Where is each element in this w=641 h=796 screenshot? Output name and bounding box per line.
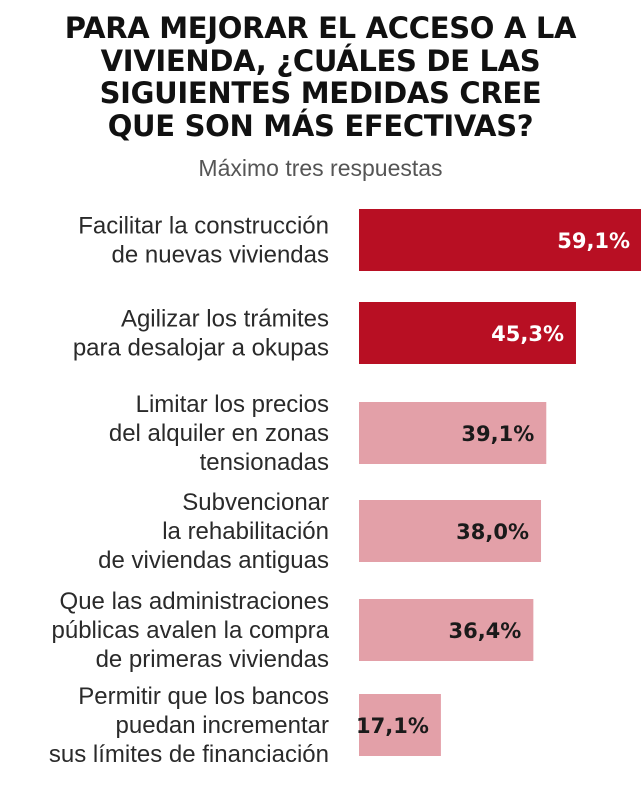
category-label: del alquiler en zonas [109, 420, 329, 447]
category-label: Que las administraciones [60, 588, 329, 615]
category-label: para desalojar a okupas [73, 335, 329, 362]
category-label: la rehabilitación [162, 518, 329, 545]
bar-value-label: 39,1% [461, 422, 534, 446]
category-label: Limitar los precios [136, 391, 329, 418]
title-line: PARA MEJORAR EL ACCESO A LA [64, 11, 577, 45]
bar-value-label: 38,0% [456, 520, 529, 544]
title-line: VIVIENDA, ¿CUÁLES DE LAS [100, 43, 541, 78]
bar-value-label: 45,3% [491, 322, 564, 346]
category-label: tensionadas [200, 449, 329, 476]
chart-subtitle: Máximo tres respuestas [198, 155, 443, 181]
category-label: Subvencionar [182, 489, 329, 516]
category-label: Agilizar los trámites [121, 306, 329, 333]
category-label: públicas avalen la compra [52, 617, 330, 644]
bar [359, 500, 542, 562]
category-label: sus límites de financiación [49, 741, 329, 768]
title-line: SIGUIENTES MEDIDAS CREE [99, 76, 542, 110]
bar [359, 694, 441, 756]
bar [359, 209, 641, 271]
bar-value-label: 17,1% [356, 714, 429, 738]
category-label: de viviendas antiguas [98, 547, 329, 574]
category-label: de nuevas viviendas [112, 242, 329, 269]
bar [359, 402, 547, 464]
bar [359, 599, 534, 661]
bar-value-label: 36,4% [448, 619, 521, 643]
chart-title: PARA MEJORAR EL ACCESO A LA VIVIENDA, ¿C… [0, 12, 641, 142]
category-label: de primeras viviendas [96, 646, 329, 673]
category-label: Permitir que los bancos [78, 683, 329, 710]
category-label: Facilitar la construcción [78, 213, 329, 240]
bar-value-label: 59,1% [557, 229, 630, 253]
bar [359, 302, 576, 364]
category-label: puedan incrementar [116, 712, 329, 739]
title-line: QUE SON MÁS EFECTIVAS? [107, 108, 534, 143]
